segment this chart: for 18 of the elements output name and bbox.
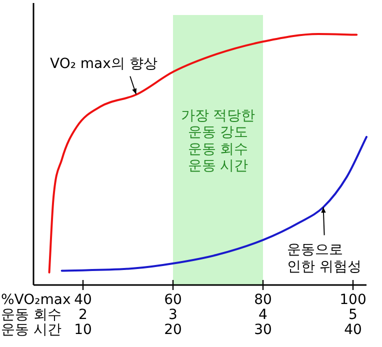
- x2-tick-label: 2: [78, 307, 88, 323]
- x2-axis-title: 운동 회수: [1, 307, 62, 323]
- x-tick-label: 100: [340, 292, 366, 308]
- text: 40: [344, 322, 362, 338]
- text: 운동 시간: [1, 322, 62, 338]
- text: 30: [254, 322, 272, 338]
- annotation: VO₂ max의 향상: [50, 56, 158, 72]
- x-axis-title: %VO₂max: [1, 292, 71, 308]
- x2-tick-label: 3: [168, 307, 178, 323]
- x-tick-label: 60: [164, 292, 182, 308]
- band-label: 가장 적당한 운동 강도 운동 회수 운동 시간: [180, 108, 256, 174]
- text: 10: [74, 322, 92, 338]
- x2-tick-label: 5: [348, 307, 358, 323]
- x-tick-label: 80: [254, 292, 272, 308]
- x-tick-label: 40: [74, 292, 92, 308]
- annotation: 운동으로 인한 위험성: [287, 242, 362, 275]
- x2-tick-label: 4: [258, 307, 268, 323]
- text: 20: [164, 322, 182, 338]
